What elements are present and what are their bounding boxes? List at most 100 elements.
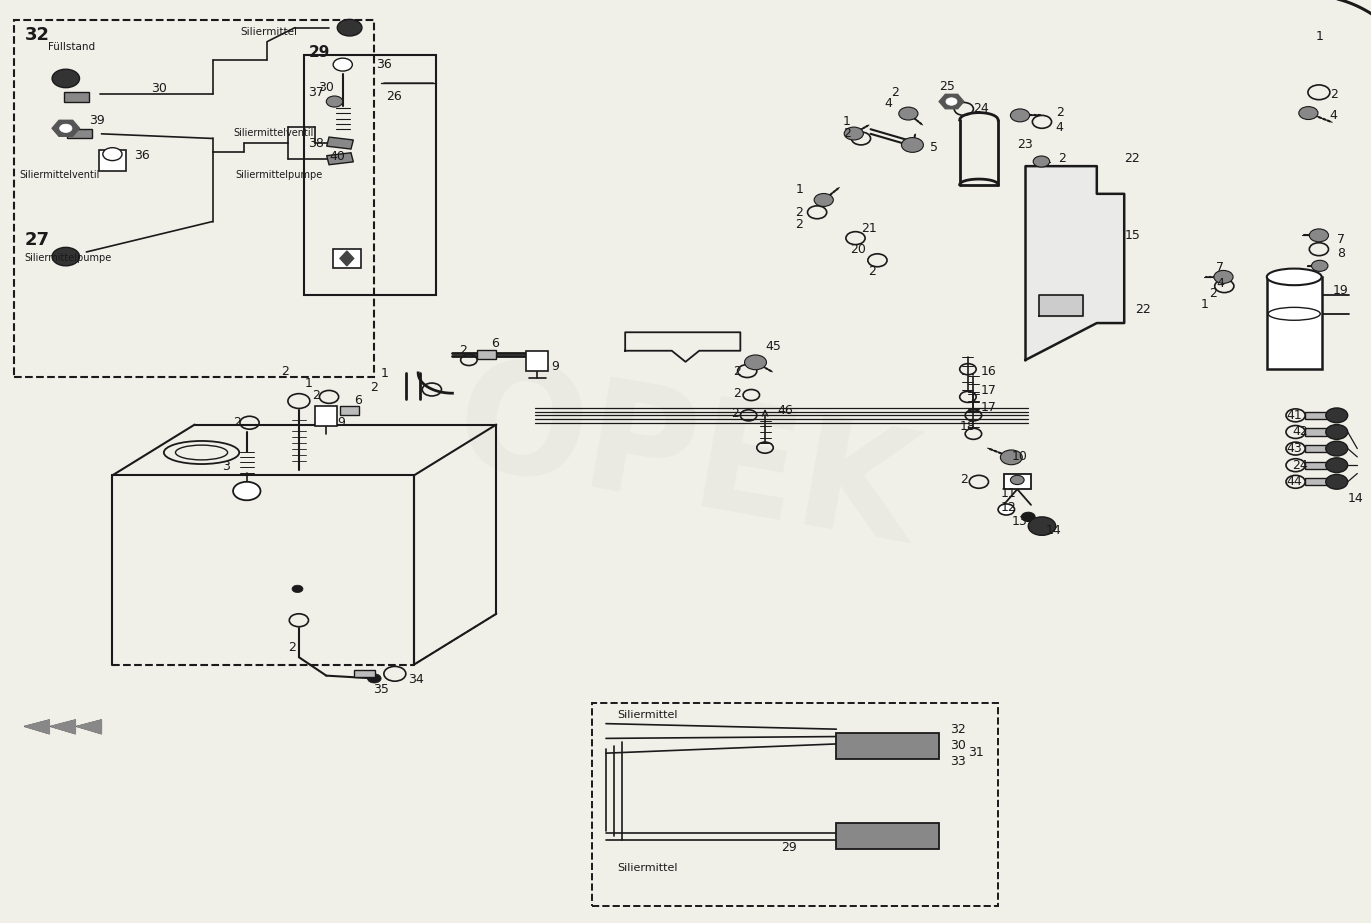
Text: 2: 2 <box>313 389 321 402</box>
Text: 37: 37 <box>308 86 325 99</box>
Text: Siliermittelventil: Siliermittelventil <box>19 171 100 180</box>
Circle shape <box>1010 109 1030 122</box>
Bar <box>1004 474 1031 489</box>
Circle shape <box>292 585 303 593</box>
Circle shape <box>1021 512 1035 521</box>
Text: 14: 14 <box>1348 492 1363 505</box>
Text: Siliermittel: Siliermittel <box>240 28 298 37</box>
Text: 4: 4 <box>1216 277 1224 290</box>
Text: 1: 1 <box>1201 298 1209 311</box>
Text: 13: 13 <box>1012 515 1027 528</box>
Text: 2: 2 <box>960 473 968 486</box>
Circle shape <box>946 98 957 105</box>
Text: 2: 2 <box>370 381 378 394</box>
Bar <box>1305 462 1327 469</box>
Ellipse shape <box>1267 269 1322 285</box>
Text: 22: 22 <box>1135 303 1150 316</box>
Circle shape <box>60 125 73 133</box>
Text: Füllstand: Füllstand <box>48 42 95 52</box>
Text: 2: 2 <box>795 218 803 231</box>
Text: 39: 39 <box>89 114 104 127</box>
Text: 2: 2 <box>868 265 876 278</box>
Text: 29: 29 <box>781 841 797 854</box>
Text: 24: 24 <box>1293 459 1308 472</box>
Bar <box>340 406 359 415</box>
Circle shape <box>998 504 1015 515</box>
Circle shape <box>1326 408 1348 423</box>
Text: 9: 9 <box>551 360 559 373</box>
Text: 9: 9 <box>337 416 345 429</box>
Bar <box>592 703 998 906</box>
Text: 2: 2 <box>1209 287 1217 300</box>
Text: 18: 18 <box>960 420 976 433</box>
Text: 43: 43 <box>1287 442 1302 455</box>
Text: 1: 1 <box>843 115 851 128</box>
Text: 2: 2 <box>843 127 851 140</box>
Circle shape <box>1001 450 1023 465</box>
Text: 31: 31 <box>968 746 983 759</box>
Text: 36: 36 <box>134 149 149 162</box>
Text: 6: 6 <box>491 337 499 350</box>
Text: 30: 30 <box>151 82 167 95</box>
Text: 40: 40 <box>329 150 345 163</box>
Text: 8: 8 <box>1337 247 1345 260</box>
Text: Siliermittel: Siliermittel <box>617 711 677 720</box>
Circle shape <box>326 96 343 107</box>
Text: 26: 26 <box>387 90 402 103</box>
Text: 15: 15 <box>1124 229 1141 242</box>
Text: 22: 22 <box>1124 152 1139 165</box>
Circle shape <box>1034 156 1050 167</box>
Text: Siliermittelpumpe: Siliermittelpumpe <box>236 171 324 180</box>
Text: 30: 30 <box>318 81 335 94</box>
Text: 27: 27 <box>25 231 49 249</box>
Circle shape <box>744 355 766 370</box>
Text: 23: 23 <box>1017 138 1032 151</box>
Text: 6: 6 <box>354 394 362 407</box>
Text: 35: 35 <box>373 683 389 696</box>
Text: 44: 44 <box>1287 475 1302 488</box>
Polygon shape <box>939 94 964 109</box>
Bar <box>315 406 337 426</box>
Circle shape <box>899 107 919 120</box>
Polygon shape <box>52 120 80 137</box>
Text: 10: 10 <box>1012 450 1028 463</box>
Text: 30: 30 <box>950 739 967 752</box>
Circle shape <box>1326 458 1348 473</box>
Circle shape <box>1213 270 1233 283</box>
Text: 33: 33 <box>950 755 965 768</box>
Text: 32: 32 <box>25 26 49 44</box>
Text: 32: 32 <box>950 723 965 736</box>
Text: 2: 2 <box>733 387 742 400</box>
Text: 38: 38 <box>308 137 325 150</box>
Text: 4: 4 <box>884 97 893 110</box>
Text: 1: 1 <box>1316 30 1324 43</box>
Polygon shape <box>51 720 75 734</box>
Text: 2: 2 <box>459 344 468 357</box>
Text: 2: 2 <box>733 365 742 378</box>
Circle shape <box>1326 425 1348 439</box>
Text: 45: 45 <box>765 340 781 353</box>
Circle shape <box>1010 475 1024 485</box>
Circle shape <box>367 674 381 683</box>
Text: Siliermittelventil: Siliermittelventil <box>233 128 314 138</box>
Bar <box>1305 478 1327 485</box>
Circle shape <box>1312 260 1328 271</box>
Bar <box>836 823 939 849</box>
Text: 2: 2 <box>1056 106 1064 119</box>
FancyBboxPatch shape <box>67 129 92 138</box>
Bar <box>304 55 436 295</box>
Text: 34: 34 <box>409 673 424 686</box>
Circle shape <box>1028 517 1056 535</box>
Bar <box>14 20 374 377</box>
Circle shape <box>1326 474 1348 489</box>
Text: 5: 5 <box>930 141 938 154</box>
Polygon shape <box>77 720 101 734</box>
FancyBboxPatch shape <box>326 153 354 164</box>
Bar <box>333 249 361 268</box>
Text: 12: 12 <box>1001 501 1016 514</box>
Text: 2: 2 <box>795 206 803 219</box>
Bar <box>354 670 376 677</box>
Text: 2: 2 <box>891 86 899 99</box>
Text: 29: 29 <box>308 45 330 60</box>
Text: 24: 24 <box>973 102 988 115</box>
